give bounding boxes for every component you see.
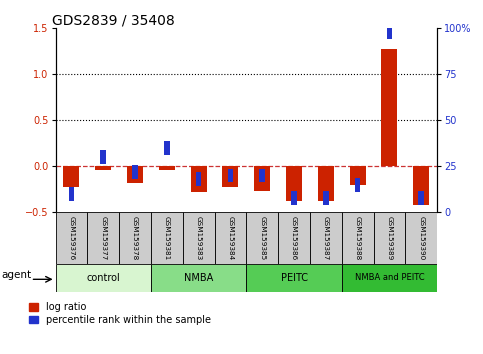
Bar — [286, 166, 302, 201]
Bar — [87, 212, 119, 264]
Text: GSM159378: GSM159378 — [132, 216, 138, 260]
Bar — [386, 25, 392, 39]
Bar — [373, 212, 405, 264]
Bar — [127, 166, 143, 183]
Bar — [69, 187, 74, 201]
Bar — [95, 166, 111, 170]
Bar — [196, 172, 201, 186]
Text: GSM159381: GSM159381 — [164, 216, 170, 260]
Bar — [214, 212, 246, 264]
Text: GSM159390: GSM159390 — [418, 216, 424, 260]
Legend: log ratio, percentile rank within the sample: log ratio, percentile rank within the sa… — [29, 302, 211, 325]
Bar — [151, 212, 183, 264]
Text: GSM159385: GSM159385 — [259, 216, 265, 260]
Bar — [291, 191, 297, 205]
Bar — [382, 50, 398, 166]
Bar — [227, 169, 233, 183]
Bar — [254, 166, 270, 191]
Bar — [63, 166, 79, 187]
Bar — [132, 165, 138, 179]
Bar — [355, 178, 360, 192]
Bar — [151, 264, 246, 292]
Bar — [418, 191, 424, 205]
Bar — [246, 264, 342, 292]
Bar — [191, 166, 207, 192]
Text: control: control — [86, 273, 120, 283]
Bar — [259, 169, 265, 183]
Bar — [164, 141, 170, 155]
Bar — [323, 191, 329, 205]
Text: GSM159377: GSM159377 — [100, 216, 106, 260]
Text: GSM159384: GSM159384 — [227, 216, 233, 260]
Bar — [119, 212, 151, 264]
Bar — [100, 150, 106, 164]
Bar — [350, 166, 366, 185]
Text: GSM159386: GSM159386 — [291, 216, 297, 260]
Text: NMBA: NMBA — [184, 273, 213, 283]
Bar — [318, 166, 334, 201]
Text: agent: agent — [1, 270, 31, 280]
Bar — [159, 166, 175, 170]
Bar — [310, 212, 342, 264]
Text: GSM159389: GSM159389 — [386, 216, 392, 260]
Text: GSM159383: GSM159383 — [196, 216, 201, 260]
Text: NMBA and PEITC: NMBA and PEITC — [355, 273, 424, 282]
Text: GSM159388: GSM159388 — [355, 216, 361, 260]
Bar — [183, 212, 214, 264]
Bar — [56, 264, 151, 292]
Text: PEITC: PEITC — [281, 273, 308, 283]
Bar — [223, 166, 239, 187]
Text: GSM159387: GSM159387 — [323, 216, 329, 260]
Bar — [413, 166, 429, 205]
Bar — [56, 212, 87, 264]
Bar — [246, 212, 278, 264]
Bar — [405, 212, 437, 264]
Bar — [342, 264, 437, 292]
Bar — [342, 212, 373, 264]
Text: GDS2839 / 35408: GDS2839 / 35408 — [52, 13, 174, 27]
Bar — [278, 212, 310, 264]
Text: GSM159376: GSM159376 — [69, 216, 74, 260]
